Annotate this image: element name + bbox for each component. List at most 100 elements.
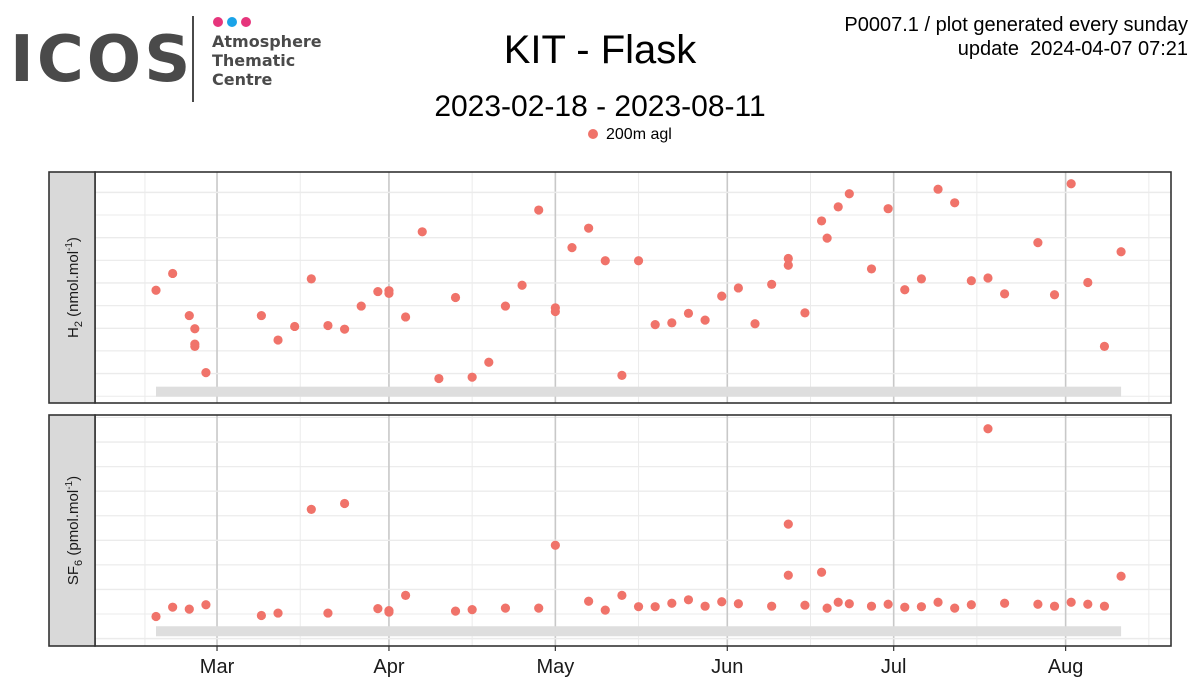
data-point xyxy=(1049,290,1060,300)
panel-1: 520530540550560H2 (nmol.mol-1) xyxy=(48,171,1172,404)
data-point xyxy=(500,301,511,311)
data-point xyxy=(1049,601,1060,611)
data-point xyxy=(323,608,333,618)
facet-label: H2 (nmol.mol-1) xyxy=(64,237,85,338)
data-point xyxy=(450,292,461,303)
data-point xyxy=(916,602,927,612)
data-point xyxy=(933,597,943,607)
data-point xyxy=(800,308,810,318)
data-point xyxy=(201,368,211,378)
data-point xyxy=(1033,599,1043,609)
data-point xyxy=(384,288,394,298)
data-point xyxy=(883,204,893,214)
data-point xyxy=(844,599,854,609)
plot-id-note: P0007.1 / plot generated every sunday xyxy=(844,14,1188,36)
data-point xyxy=(933,184,943,194)
data-point xyxy=(833,202,843,212)
data-point xyxy=(1099,341,1110,351)
data-point xyxy=(384,607,394,617)
data-point xyxy=(767,601,777,611)
data-point xyxy=(700,601,710,611)
chart-title: KIT - Flask xyxy=(503,28,697,72)
data-point xyxy=(184,310,194,321)
data-point xyxy=(733,283,743,293)
logo-line-1: Atmosphere xyxy=(212,32,322,51)
data-point xyxy=(1083,599,1093,609)
data-point xyxy=(151,285,161,295)
data-point xyxy=(190,341,200,351)
data-point xyxy=(434,373,444,384)
data-point xyxy=(201,600,211,610)
logo-dot-pink xyxy=(213,17,223,27)
data-point xyxy=(683,308,694,318)
data-point xyxy=(534,205,544,215)
data-point xyxy=(339,324,350,334)
data-point xyxy=(633,256,644,266)
data-point xyxy=(916,274,927,284)
data-point xyxy=(816,216,827,226)
data-range-bar xyxy=(156,626,1122,637)
x-tick-label: Aug xyxy=(1048,656,1084,678)
data-point xyxy=(600,605,610,615)
data-point xyxy=(866,601,877,611)
data-point xyxy=(417,227,427,237)
data-point xyxy=(1116,571,1126,581)
data-point xyxy=(1000,289,1010,299)
data-point xyxy=(256,610,266,621)
data-point xyxy=(290,321,300,332)
data-point xyxy=(750,319,760,329)
data-point xyxy=(190,324,200,334)
data-point xyxy=(950,198,960,208)
data-point xyxy=(184,604,194,614)
data-point xyxy=(400,590,411,600)
data-point xyxy=(667,598,677,608)
x-tick-label: May xyxy=(536,656,574,678)
panel-2: 1112131415SF6 (pmol.mol-1) xyxy=(48,414,1172,651)
data-point xyxy=(500,603,511,613)
data-point xyxy=(168,268,178,279)
legend: 200m agl xyxy=(588,126,672,144)
data-point xyxy=(306,504,316,514)
legend-marker xyxy=(588,129,598,139)
data-point xyxy=(983,273,993,283)
data-point xyxy=(783,570,793,580)
data-point xyxy=(866,264,877,274)
logo-line-2: Thematic xyxy=(212,51,296,70)
logo-dot-blue xyxy=(227,17,237,27)
x-tick-label: Jul xyxy=(881,656,907,678)
data-point xyxy=(844,189,854,199)
data-point xyxy=(717,597,727,607)
data-point xyxy=(273,335,283,345)
data-point xyxy=(467,605,477,615)
data-point xyxy=(273,608,283,618)
logo-dot-magenta xyxy=(241,17,251,27)
data-point xyxy=(717,291,727,301)
data-point xyxy=(1083,277,1093,288)
data-point xyxy=(833,597,843,607)
data-point xyxy=(584,223,594,233)
data-point xyxy=(1000,598,1010,608)
data-point xyxy=(966,276,976,286)
facet-strip xyxy=(48,414,96,647)
data-point xyxy=(467,372,477,382)
data-point xyxy=(822,233,832,243)
data-point xyxy=(650,602,660,612)
data-point xyxy=(700,315,710,325)
data-point xyxy=(1099,601,1110,611)
data-point xyxy=(800,600,810,610)
data-point xyxy=(822,603,832,613)
panel-frame xyxy=(94,171,1172,404)
icos-logo: ICOS Atmosphere Thematic Centre xyxy=(10,14,330,106)
data-point xyxy=(400,312,411,322)
update-timestamp: update 2024-04-07 07:21 xyxy=(957,38,1188,60)
data-point xyxy=(323,320,333,331)
data-point xyxy=(567,243,577,253)
data-point xyxy=(550,540,560,550)
data-point xyxy=(883,599,893,609)
data-point xyxy=(1066,179,1076,189)
data-point xyxy=(633,602,644,612)
data-point xyxy=(168,602,178,612)
facet-label: SF6 (pmol.mol-1) xyxy=(64,476,85,585)
panel-frame xyxy=(94,414,1172,647)
